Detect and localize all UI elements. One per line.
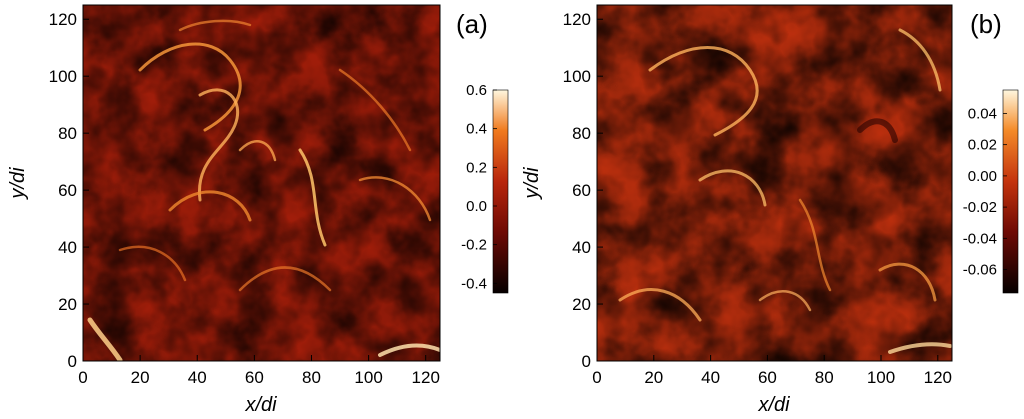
colorbar-tick-label: 0.2 [466,159,487,176]
x-ticks-b: 0 20 40 60 80 100 120 [592,355,952,387]
y-tick-label: 20 [572,295,591,314]
colorbar-tick-label: 0.6 [466,82,487,99]
x-tick-label: 20 [131,368,150,387]
x-tick-label: 100 [354,368,382,387]
y-tick-label: 40 [58,238,77,257]
y-tick-label: 0 [68,352,77,371]
y-tick-label: 0 [582,352,591,371]
x-ticks-a: 0 20 40 60 80 100 120 [78,355,440,387]
x-tick-label: 80 [815,368,834,387]
y-tick-label: 80 [572,124,591,143]
y-axis-label-a: y/di [7,167,29,201]
x-tick-label: 0 [592,368,601,387]
y-tick-label: 100 [49,67,77,86]
x-tick-label: 80 [302,368,321,387]
colorbar-tick-label: 0.0 [466,198,487,215]
y-tick-label: 40 [572,238,591,257]
colorbar-b [1002,89,1019,294]
colorbar-ticks-a: 0.6 0.4 0.2 0.0 -0.2 -0.4 [461,82,497,292]
x-tick-label: 20 [644,368,663,387]
colorbar-tick-label: 0.4 [466,121,487,138]
panel-a: 0 20 40 60 80 100 120 0 20 40 60 80 100 120 x/di y/d… [7,4,509,416]
y-tick-label: 20 [58,295,77,314]
colorbar-ticks-b: 0.04 0.02 0.00 -0.02 -0.04 -0.06 [963,105,1007,279]
x-tick-label: 60 [245,368,264,387]
colorbar-tick-label: 0.02 [968,137,997,154]
x-tick-label: 40 [188,368,207,387]
y-tick-label: 120 [563,10,591,29]
x-tick-label: 60 [758,368,777,387]
y-tick-label: 120 [49,10,77,29]
colorbar-tick-label: -0.2 [461,237,487,254]
colorbar-tick-label: -0.4 [461,275,487,292]
panel-label-a: (a) [456,9,488,39]
x-tick-label: 0 [78,368,87,387]
colorbar-tick-label: 0.00 [968,168,997,185]
y-tick-label: 60 [58,181,77,200]
colorbar-tick-label: 0.04 [968,105,997,122]
panel-b: 0 20 40 60 80 100 120 0 20 40 60 80 100 120 x/di y/d… [521,4,1019,416]
colorbar-tick-label: -0.06 [963,262,997,279]
x-tick-label: 40 [701,368,720,387]
colorbar-tick-label: -0.04 [963,230,997,247]
x-axis-label-b: x/di [757,394,790,416]
x-tick-label: 100 [867,368,895,387]
x-tick-label: 120 [924,368,952,387]
y-tick-label: 60 [572,181,591,200]
panel-label-b: (b) [970,9,1002,39]
y-ticks-a: 0 20 40 60 80 100 120 [49,10,89,371]
plot-frame-b [596,4,953,362]
heatmap-a [83,5,440,361]
y-ticks-b: 0 20 40 60 80 100 120 [563,10,603,371]
y-axis-label-b: y/di [521,167,543,201]
colorbar-tick-label: -0.02 [963,199,997,216]
y-tick-label: 100 [563,67,591,86]
heatmap-b [597,5,952,361]
plot-frame-a [82,4,441,362]
colorbar-a [492,89,509,294]
x-axis-label-a: x/di [244,394,277,416]
y-tick-label: 80 [58,124,77,143]
x-tick-label: 120 [412,368,440,387]
